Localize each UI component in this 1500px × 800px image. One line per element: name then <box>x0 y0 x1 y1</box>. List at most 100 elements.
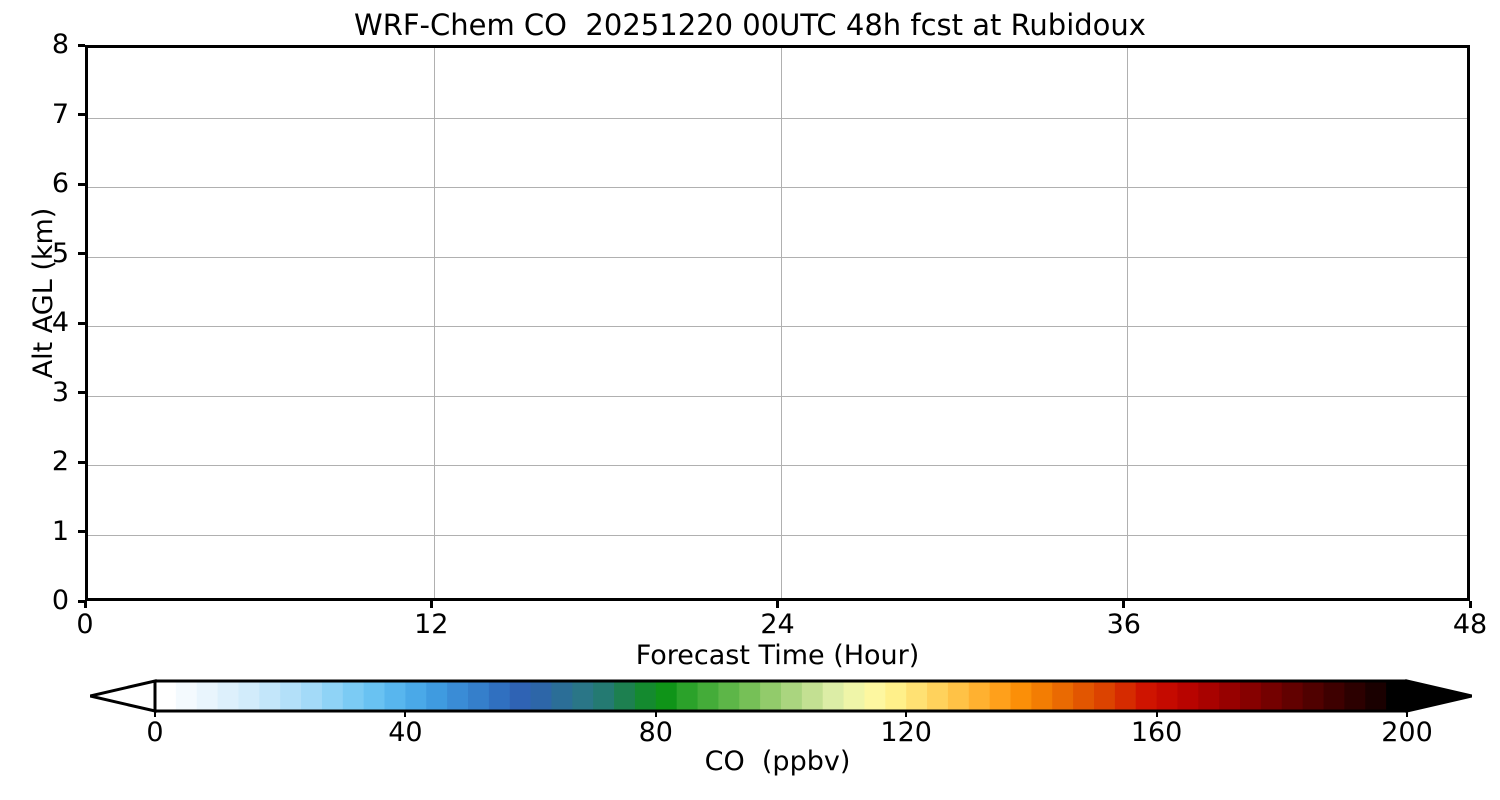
colorbar-swatch <box>1386 681 1408 711</box>
colorbar-swatch <box>676 681 699 711</box>
gridline-horizontal <box>88 465 1467 466</box>
colorbar-swatch <box>1073 681 1095 711</box>
gridline-horizontal <box>88 187 1467 188</box>
colorbar-swatch <box>885 681 907 711</box>
colorbar-swatch <box>405 681 427 711</box>
plot-axes[interactable] <box>85 45 1470 601</box>
colorbar-tick-label: 160 <box>1130 717 1183 748</box>
y-tick-label: 3 <box>51 376 69 408</box>
colorbar-tick-label: 200 <box>1381 717 1433 748</box>
colorbar-swatch <box>280 681 302 711</box>
colorbar-swatch <box>238 681 260 711</box>
colorbar-swatch <box>384 681 406 711</box>
colorbar-gradient <box>90 679 1472 713</box>
y-tick-mark <box>78 252 85 255</box>
colorbar-tick-label: 120 <box>880 717 932 748</box>
colorbar-swatch <box>1302 681 1325 711</box>
colorbar-swatch <box>1135 681 1158 711</box>
colorbar-swatch <box>781 681 803 711</box>
y-tick-mark <box>78 599 85 603</box>
colorbar-tick-mark <box>154 710 156 717</box>
colorbar-swatch <box>760 681 782 711</box>
colorbar-swatch <box>1114 681 1137 711</box>
colorbar-swatch <box>989 681 1012 711</box>
colorbar-swatch <box>947 681 970 711</box>
colorbar-tick-mark <box>404 710 407 717</box>
colorbar-swatch <box>468 681 490 711</box>
y-tick-label: 1 <box>51 515 69 547</box>
colorbar[interactable]: 0 40 80 120 160 200 <box>90 676 1472 746</box>
colorbar-swatch <box>196 681 219 711</box>
colorbar-swatch <box>1219 681 1241 711</box>
colorbar-swatch <box>1323 681 1345 711</box>
colorbar-swatch <box>593 681 615 711</box>
colorbar-swatch <box>1052 681 1074 711</box>
grid-lines <box>88 48 1467 598</box>
y-tick-label: 4 <box>51 307 69 338</box>
x-tick-mark <box>1122 601 1126 608</box>
y-tick-label: 6 <box>51 168 69 199</box>
y-tick-label: 8 <box>51 29 69 60</box>
y-tick-mark <box>78 43 85 47</box>
x-axis-label: Forecast Time (Hour) <box>635 640 920 671</box>
colorbar-swatch <box>718 681 740 711</box>
colorbar-swatch <box>927 681 949 711</box>
y-tick-mark <box>78 182 85 186</box>
colorbar-swatch <box>1031 681 1053 711</box>
colorbar-swatch <box>301 681 323 711</box>
x-tick-label: 36 <box>1106 609 1141 640</box>
colorbar-swatch <box>1010 681 1032 711</box>
colorbar-swatch <box>426 681 448 711</box>
colorbar-swatch <box>551 681 573 711</box>
colorbar-extend-max-arrow <box>1405 679 1472 713</box>
colorbar-swatch <box>1344 681 1366 711</box>
colorbar-extend-min-arrow <box>90 679 157 713</box>
y-tick-mark <box>78 391 85 394</box>
colorbar-tick-mark <box>1406 710 1408 717</box>
colorbar-ticks: 0 40 80 120 160 200 <box>90 676 1472 746</box>
gridline-vertical <box>780 48 782 598</box>
y-tick-mark <box>78 113 85 116</box>
colorbar-tick-mark <box>654 710 657 717</box>
colorbar-swatch <box>509 681 532 711</box>
colorbar-swatch <box>1198 681 1220 711</box>
colorbar-tick-label: 80 <box>638 717 673 748</box>
y-tick-mark <box>78 460 85 464</box>
gridline-vertical <box>1126 48 1128 598</box>
colorbar-swatch <box>614 681 636 711</box>
colorbar-swatch <box>968 681 991 711</box>
gridline-horizontal <box>88 117 1467 119</box>
x-tick-label: 12 <box>414 609 449 640</box>
colorbar-swatch <box>217 681 240 711</box>
y-tick-label: 7 <box>51 98 69 130</box>
colorbar-swatch <box>655 681 678 711</box>
colorbar-swatch <box>488 681 511 711</box>
colorbar-swatch <box>822 681 845 711</box>
y-tick-label: 0 <box>51 585 69 616</box>
colorbar-swatch <box>634 681 657 711</box>
colorbar-swatch <box>363 681 386 711</box>
y-tick-mark <box>78 321 85 325</box>
x-tick-mark <box>776 601 779 608</box>
colorbar-label: CO (ppbv) <box>704 746 851 777</box>
colorbar-swatch <box>1156 681 1179 711</box>
y-tick-label: 5 <box>51 237 69 269</box>
gridline-horizontal <box>88 256 1467 258</box>
colorbar-swatch <box>801 681 824 711</box>
colorbar-swatch <box>530 681 553 711</box>
colorbar-swatch <box>1094 681 1116 711</box>
colorbar-swatch <box>447 681 469 711</box>
colorbar-swatch <box>843 681 866 711</box>
colorbar-swatch <box>1365 681 1387 711</box>
x-tick-label: 0 <box>76 609 94 640</box>
colorbar-tick-label: 0 <box>146 717 164 748</box>
colorbar-swatch <box>572 681 594 711</box>
gridline-vertical <box>434 48 436 598</box>
colorbar-tick-mark <box>1155 710 1158 717</box>
colorbar-swatch <box>175 681 198 711</box>
colorbar-swatch <box>1281 681 1304 711</box>
colorbar-swatch <box>906 681 928 711</box>
gridline-horizontal <box>88 326 1467 327</box>
y-axis-label: Alt AGL (km) <box>28 207 59 379</box>
